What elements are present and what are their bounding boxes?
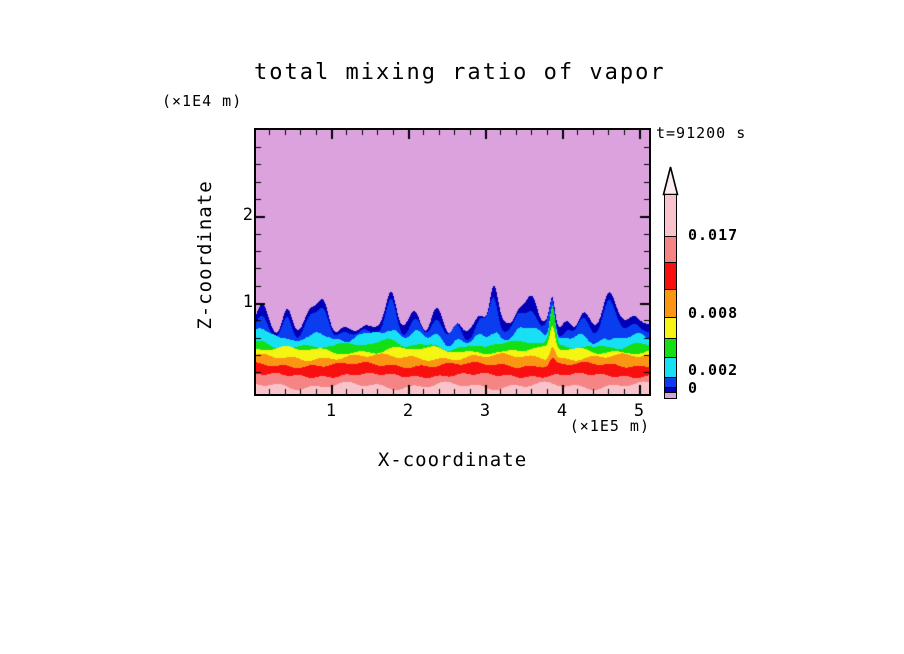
- colorbar-tick-label: 0.017: [688, 226, 739, 244]
- colorbar: 0.017 0.008 0.002 0: [662, 166, 752, 399]
- plot-area: [254, 128, 651, 396]
- page-title: total mixing ratio of vapor: [254, 60, 666, 85]
- colorbar-segment: [665, 318, 676, 339]
- colorbar-segment: [665, 378, 676, 388]
- colorbar-segment: [665, 388, 676, 393]
- colorbar-segment: [665, 358, 676, 378]
- colorbar-segment: [665, 263, 676, 290]
- y-tick-label: 1: [242, 292, 253, 313]
- x-tick-label: 5: [633, 401, 645, 421]
- colorbar-tick-label: 0: [688, 379, 699, 397]
- x-tick-label: 3: [479, 401, 491, 421]
- colorbar-segment: [665, 195, 676, 237]
- z-axis-unit-label: (×1E4 m): [162, 92, 243, 110]
- x-tick-label: 4: [556, 401, 568, 421]
- colorbar-tick-label: 0.002: [688, 361, 739, 379]
- time-label: t=91200 s: [656, 124, 747, 142]
- x-axis-unit-label: (×1E5 m): [569, 417, 650, 435]
- colorbar-segment: [665, 393, 676, 398]
- x-tick-label: 2: [402, 401, 414, 421]
- colorbar-tick-label: 0.008: [688, 304, 739, 322]
- y-tick-label: 2: [242, 205, 253, 226]
- x-tick-label: 1: [325, 401, 337, 421]
- contour-field-canvas: [256, 130, 649, 394]
- z-axis-title: Z-coordinate: [194, 180, 216, 330]
- x-axis-title: X-coordinate: [377, 449, 528, 471]
- colorbar-segment: [665, 339, 676, 358]
- colorbar-arrow-tip-icon: [662, 166, 679, 196]
- colorbar-segment: [665, 237, 676, 263]
- colorbar-segment: [665, 290, 676, 318]
- colorbar-bar: [664, 194, 677, 399]
